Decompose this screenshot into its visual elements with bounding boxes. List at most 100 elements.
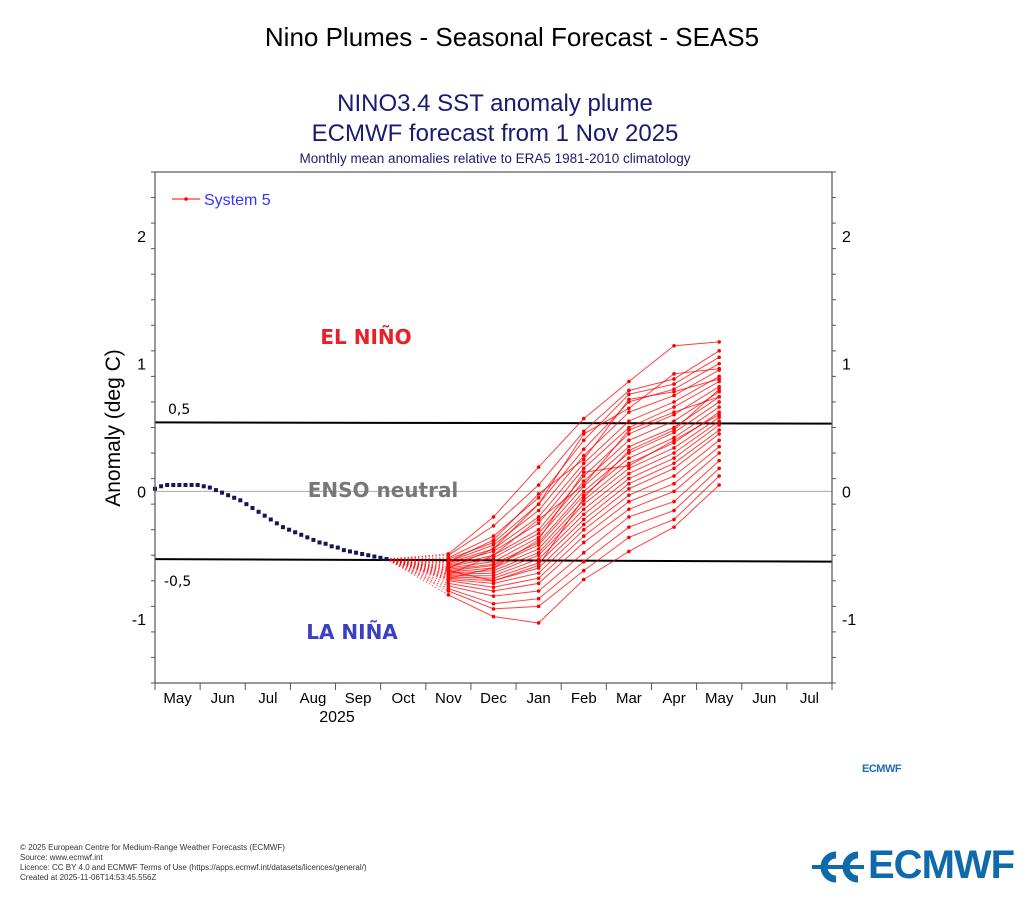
observed-point bbox=[171, 482, 176, 487]
ensemble-member bbox=[386, 349, 721, 560]
ensemble-point bbox=[581, 489, 586, 494]
ensemble-point bbox=[446, 572, 451, 577]
ensemble-point bbox=[536, 517, 541, 522]
x-tick-label: Jun bbox=[752, 690, 776, 707]
x-tick-label: Mar bbox=[616, 690, 642, 707]
ensemble-point bbox=[581, 447, 586, 452]
ensemble-point bbox=[717, 428, 721, 432]
ensemble-point bbox=[536, 553, 541, 558]
lower-threshold-label: -0,5 bbox=[164, 574, 191, 590]
ensemble-point bbox=[672, 343, 676, 348]
ensemble-point bbox=[491, 543, 496, 547]
ensemble-point bbox=[717, 366, 721, 371]
ensemble-point bbox=[536, 527, 541, 532]
ensemble-point bbox=[717, 355, 721, 360]
ensemble-point bbox=[446, 584, 451, 588]
y-tick-label-left: 2 bbox=[137, 229, 146, 246]
ensemble-point bbox=[627, 476, 631, 481]
x-tick-label: Aug bbox=[300, 690, 327, 707]
ensemble-point bbox=[672, 410, 676, 414]
ensemble-point bbox=[627, 410, 631, 414]
ensemble-point bbox=[627, 493, 631, 498]
ensemble-point bbox=[581, 479, 586, 483]
ensemble-point bbox=[672, 430, 676, 435]
upper-threshold-line bbox=[154, 421, 833, 425]
ensemble-point bbox=[717, 405, 721, 409]
ensemble-point bbox=[627, 535, 631, 540]
legend: System 5 bbox=[172, 192, 271, 209]
ensemble-point bbox=[536, 563, 541, 568]
y-tick-label-right: -1 bbox=[842, 612, 856, 629]
plume-chart: -1 -1 0 0 1 1 2 2 May Jun Jul Aug Sep Oct Nov Dec Jan Feb… bbox=[102, 171, 856, 726]
ensemble-point bbox=[627, 499, 631, 504]
ensemble-point bbox=[536, 465, 541, 469]
ensemble-point bbox=[491, 581, 496, 586]
ensemble-point bbox=[672, 461, 676, 466]
ensemble-point bbox=[717, 432, 721, 436]
ensemble-member bbox=[386, 405, 721, 573]
observed-point bbox=[384, 557, 389, 562]
ensemble-point bbox=[536, 557, 541, 561]
ensemble-point bbox=[717, 412, 721, 417]
ensemble-point bbox=[491, 524, 496, 528]
ensemble-point bbox=[717, 451, 721, 455]
ensemble-point bbox=[717, 423, 721, 427]
ensemble-point bbox=[672, 438, 676, 443]
ensemble-point bbox=[717, 377, 721, 381]
x-axis-year-label: 2025 bbox=[319, 709, 355, 726]
chart-subtitle: ECMWF forecast from 1 Nov 2025 bbox=[311, 120, 679, 147]
ensemble-point bbox=[672, 412, 676, 417]
ensemble-point bbox=[717, 384, 721, 389]
ensemble-point bbox=[672, 451, 676, 455]
ensemble-point bbox=[581, 495, 586, 500]
ensemble-point bbox=[446, 557, 451, 561]
observed-point bbox=[189, 482, 194, 487]
ensemble-point bbox=[536, 483, 541, 487]
ensemble-point bbox=[581, 568, 586, 573]
y-tick-label-left: -1 bbox=[132, 612, 146, 629]
ensemble-point bbox=[581, 527, 586, 532]
ensemble-point bbox=[717, 400, 721, 404]
ensemble-point bbox=[536, 621, 541, 625]
ensemble-point bbox=[491, 573, 496, 578]
ensemble-point bbox=[717, 349, 721, 353]
ensemble-point bbox=[491, 515, 496, 519]
ensemble-point bbox=[717, 419, 721, 423]
ensemble-point bbox=[717, 389, 721, 394]
ensemble-point bbox=[627, 466, 631, 471]
ensemble-point bbox=[672, 517, 676, 522]
la-nina-label: LA NIÑA bbox=[306, 620, 398, 644]
ensemble-point bbox=[627, 461, 631, 466]
ecmwf-logo-small-text: ECMWF bbox=[862, 763, 902, 775]
ensemble-point bbox=[491, 589, 496, 593]
ensemble-point bbox=[491, 614, 496, 619]
ensemble-point bbox=[627, 428, 631, 432]
ensemble-point bbox=[672, 372, 676, 376]
observed-point bbox=[238, 498, 243, 503]
x-tick-label: Dec bbox=[480, 690, 507, 707]
ensemble-point bbox=[536, 589, 541, 593]
ensemble-point bbox=[717, 474, 721, 478]
ensemble-member bbox=[386, 444, 721, 589]
ensemble-point bbox=[536, 508, 541, 513]
observed-point bbox=[226, 493, 231, 498]
ensemble-point bbox=[581, 507, 586, 512]
ensemble-point bbox=[627, 432, 631, 436]
y-tick-label-left: 1 bbox=[137, 357, 146, 374]
ensemble-member bbox=[386, 483, 721, 625]
observed-point bbox=[366, 553, 371, 558]
x-tick-label: Oct bbox=[392, 690, 416, 707]
observed-point bbox=[305, 535, 310, 540]
ensemble-point bbox=[717, 395, 721, 399]
ensemble-point bbox=[446, 559, 451, 564]
observed-point bbox=[317, 540, 322, 545]
footer-copyright: © 2025 European Centre for Medium-Range … bbox=[20, 843, 285, 852]
observed-point bbox=[378, 555, 383, 560]
ensemble-member bbox=[386, 366, 721, 570]
observed-point bbox=[232, 495, 237, 500]
ensemble-point bbox=[717, 410, 721, 414]
ensemble-point bbox=[672, 400, 676, 404]
ensemble-point bbox=[717, 438, 721, 443]
ensemble-point bbox=[446, 586, 451, 591]
ensemble-point bbox=[672, 425, 676, 430]
